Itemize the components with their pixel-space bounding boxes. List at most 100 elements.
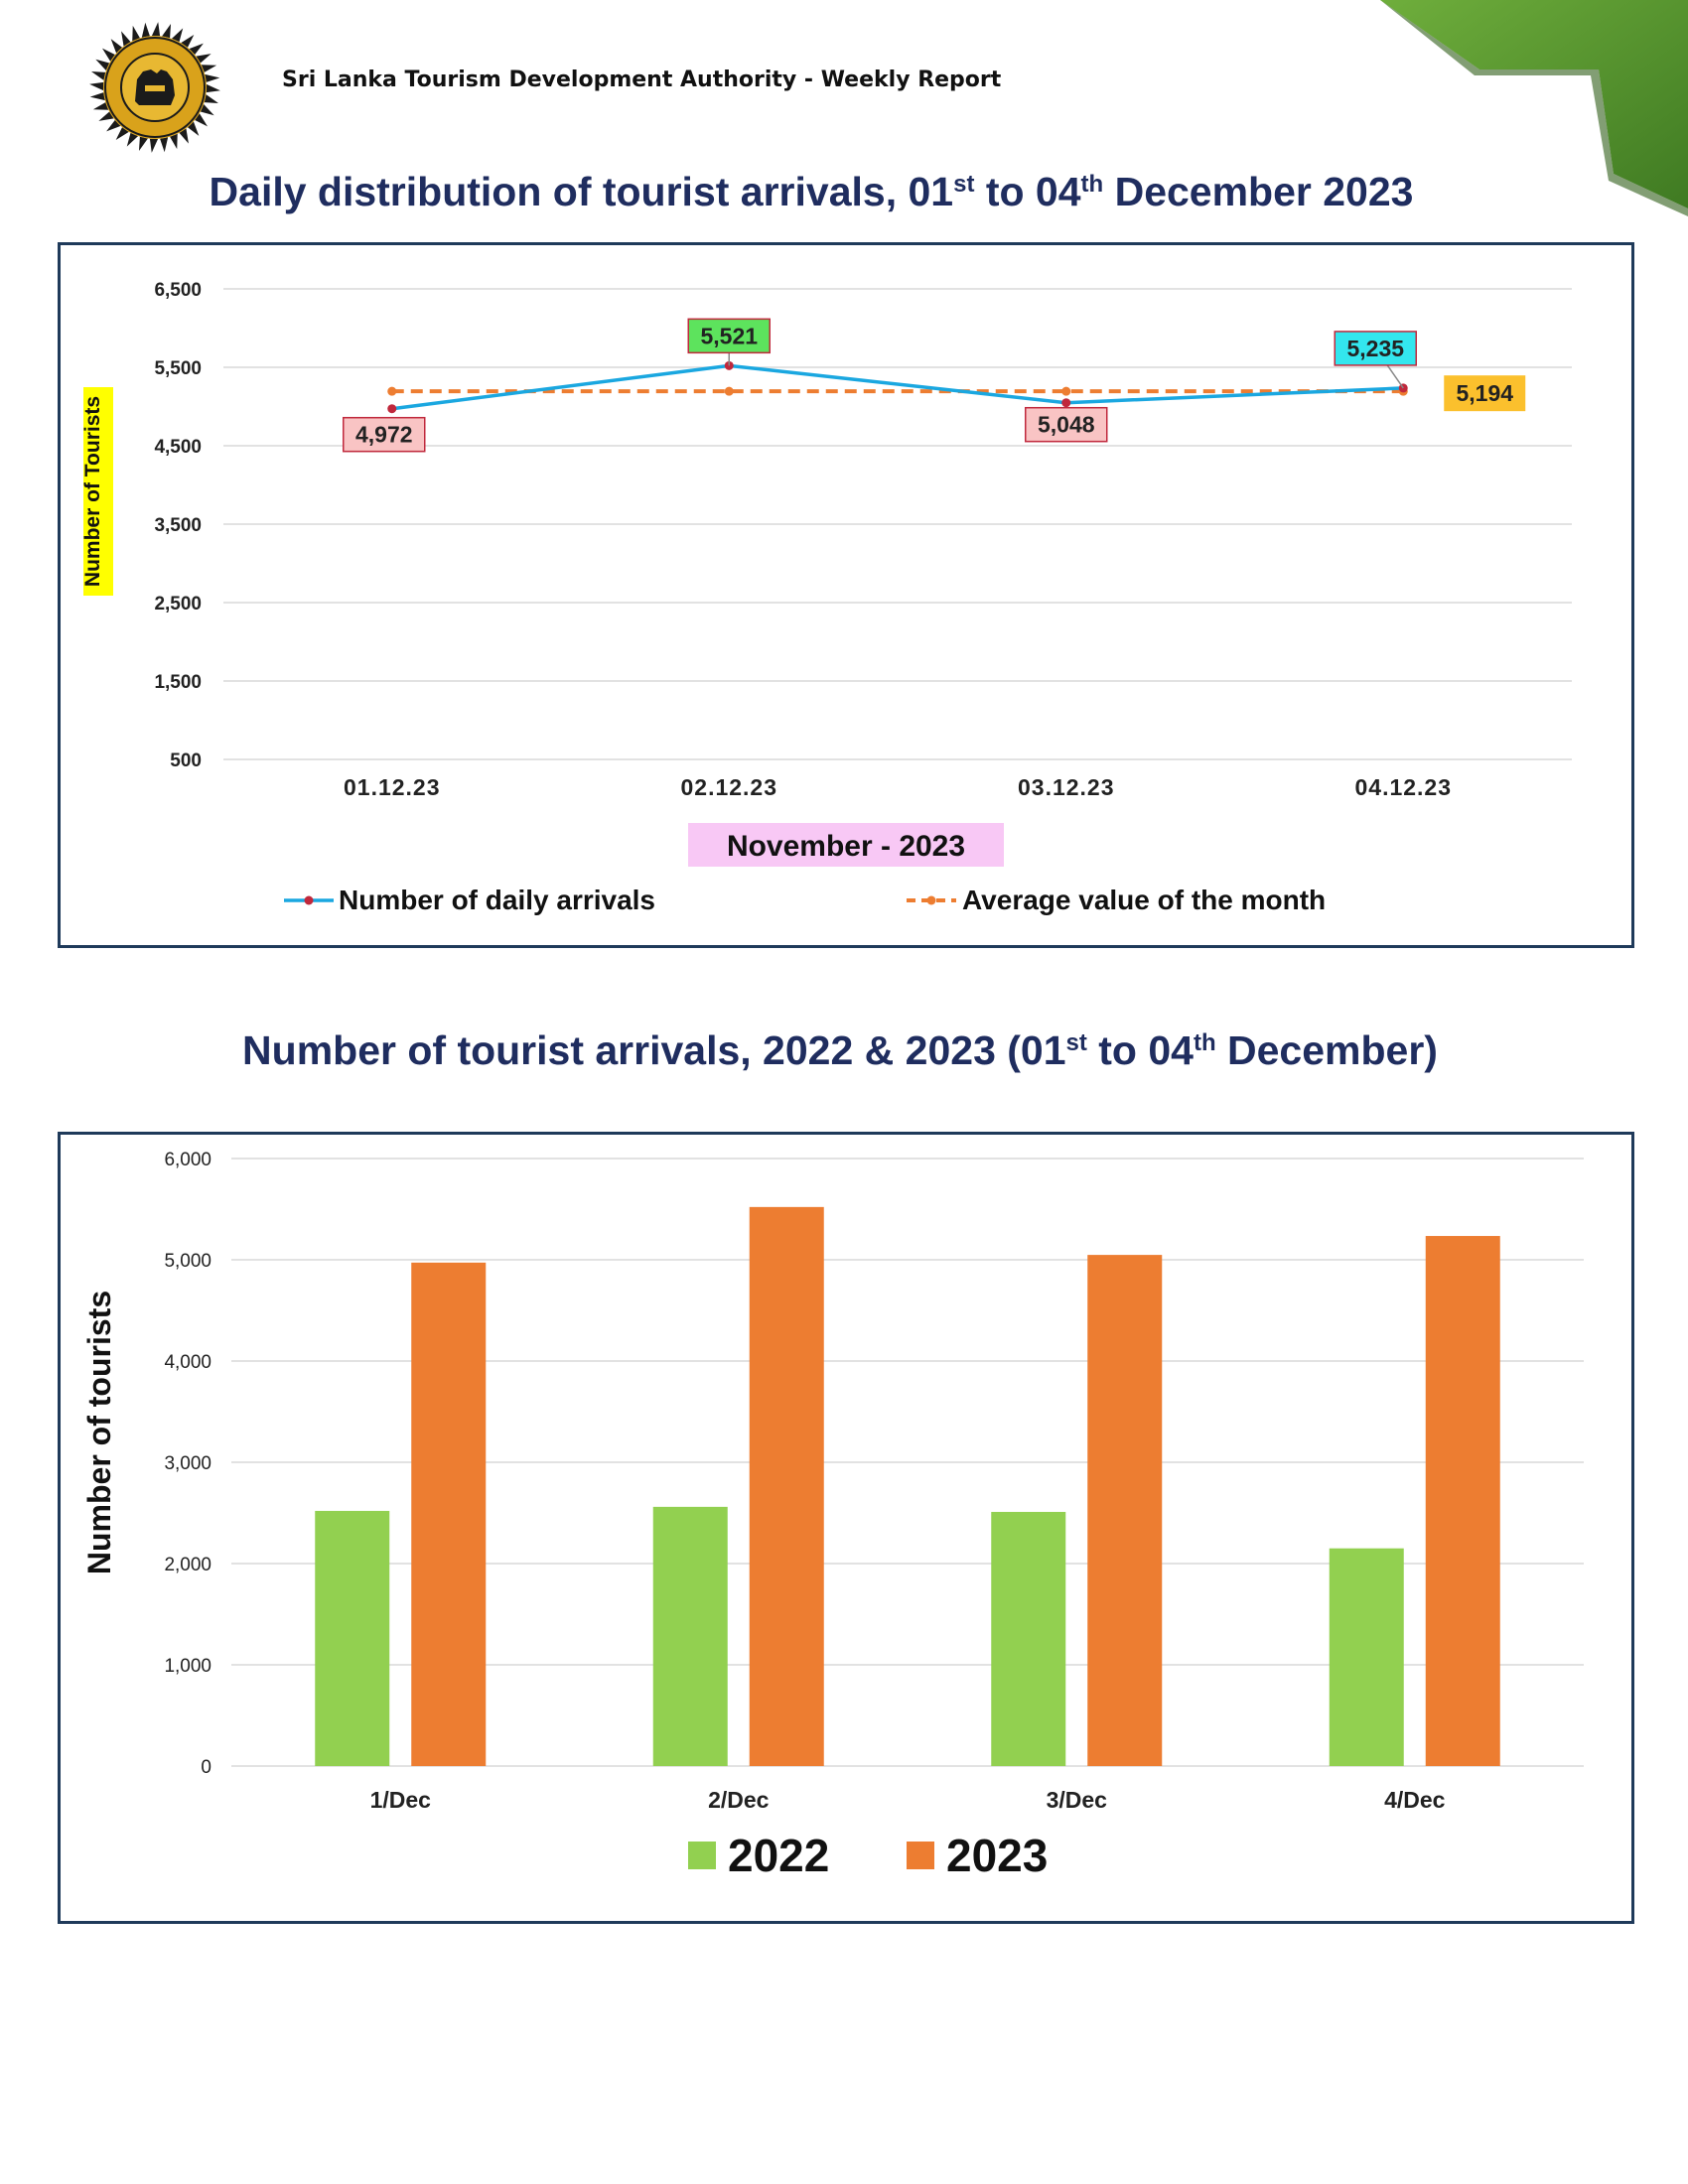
logo-ray (89, 92, 105, 101)
logo-ray (189, 43, 204, 56)
data-label: 5,521 (700, 323, 758, 348)
yearly-chart-title: Number of tourist arrivals, 2022 & 2023 … (0, 1027, 1684, 1074)
x-tick-label: 02.12.23 (680, 774, 777, 800)
x-tick-label: 01.12.23 (344, 774, 441, 800)
yearly-title-sup1: st (1065, 1029, 1087, 1056)
bar-2023 (1087, 1255, 1163, 1766)
data-label-box (687, 318, 771, 354)
daily-title-sup1: st (953, 171, 975, 198)
logo-ray (205, 73, 220, 82)
logo-ray (106, 119, 121, 132)
x-tick-label: 4/Dec (1384, 1787, 1446, 1813)
y-tick-label: 500 (170, 751, 202, 771)
green-page-corner-icon (1380, 0, 1688, 216)
legend-average-marker-icon (926, 895, 936, 905)
average-label-box (1444, 375, 1526, 412)
y-tick-label: 2,000 (164, 1555, 211, 1575)
legend-daily-marker-icon (304, 895, 314, 905)
data-label: 5,048 (1038, 412, 1095, 438)
logo-ray (195, 113, 209, 127)
logo-ray (90, 70, 106, 80)
bar-2022 (652, 1506, 728, 1766)
legend-2023-label: 2023 (946, 1830, 1048, 1881)
y-tick-label: 4,500 (154, 437, 202, 458)
daily-chart-title: Daily distribution of tourist arrivals, … (0, 169, 1655, 215)
x-tick-label: 03.12.23 (1018, 774, 1115, 800)
y-axis-label-highlight (83, 387, 113, 596)
y-tick-label: 6,500 (154, 280, 202, 301)
logo-ray (115, 127, 129, 141)
logo-ray (200, 103, 214, 116)
logo-ray (206, 83, 220, 93)
legend-daily-label: Number of daily arrivals (339, 885, 655, 915)
logo-ray (170, 133, 178, 150)
data-label-box (343, 416, 426, 453)
logo-ray (121, 31, 131, 47)
logo-ray (98, 111, 114, 121)
logo-ray (92, 102, 109, 110)
yearly-title-sup2: th (1193, 1029, 1216, 1056)
legend-2023-swatch (907, 1842, 934, 1869)
data-label-box (1334, 331, 1417, 366)
x-axis-label-highlight (688, 823, 1004, 867)
y-tick-label: 3,000 (164, 1453, 211, 1474)
bar-2022 (1329, 1548, 1404, 1766)
yearly-title-mid: to 04 (1086, 1027, 1194, 1073)
yearly-title-suffix: December) (1215, 1027, 1438, 1073)
logo-ray (95, 59, 110, 71)
logo-ray (204, 94, 219, 104)
bar-2022 (315, 1510, 390, 1766)
data-label: 5,235 (1346, 336, 1404, 361)
legend-average-label: Average value of the month (962, 885, 1326, 915)
logo-ray (171, 28, 184, 43)
y-axis-label: Number of Tourists (81, 396, 104, 587)
logo-ray (126, 132, 139, 147)
y-tick-label: 5,000 (164, 1251, 211, 1272)
logo-ray (151, 22, 161, 37)
average-point (387, 386, 397, 396)
y-tick-label: 5,500 (154, 358, 202, 379)
daily-title-suffix: December 2023 (1103, 169, 1414, 214)
y-tick-label: 0 (201, 1757, 211, 1778)
logo-ray (101, 48, 115, 62)
y-axis-label: Number of tourists (81, 1291, 117, 1574)
logo-ray (187, 121, 200, 136)
logo-ray (149, 138, 159, 153)
daily-arrivals-chart-frame: 500 1,500 2,500 3,500 4,500 5,500 6,500 01.12.… (58, 242, 1634, 948)
logo-ray (162, 23, 172, 39)
y-tick-label: 4,000 (164, 1352, 211, 1373)
legend-2022-swatch (688, 1842, 716, 1869)
y-tick-label: 3,500 (154, 515, 202, 536)
yearly-title-prefix: Number of tourist arrivals, 2022 & 2023 … (242, 1027, 1066, 1073)
x-tick-label: 3/Dec (1047, 1787, 1108, 1813)
org-title: Sri Lanka Tourism Development Authority … (282, 68, 1002, 92)
daily-arrivals-line-chart: 500 1,500 2,500 3,500 4,500 5,500 6,500 01.12.… (81, 280, 1572, 915)
lion-emblem-icon (89, 22, 220, 153)
bar-2023 (411, 1262, 487, 1766)
x-axis-label: November - 2023 (727, 830, 965, 863)
data-label: 4,972 (355, 422, 413, 448)
logo-ray (110, 39, 123, 54)
logo-ray (141, 22, 150, 38)
average-data-label: 5,194 (1456, 380, 1513, 406)
daily-arrivals-line (391, 363, 1404, 411)
bar-2022 (991, 1511, 1066, 1766)
y-tick-label: 1,500 (154, 672, 202, 693)
y-tick-label: 2,500 (154, 594, 202, 614)
logo-ray (196, 54, 211, 64)
x-tick-label: 04.12.23 (1354, 774, 1452, 800)
average-point (1061, 386, 1071, 396)
yearly-arrivals-bar-chart: 0 1,000 2,000 3,000 4,000 5,000 6,000 1/Dec 2/D… (81, 1150, 1584, 1881)
bar-2023 (1425, 1236, 1500, 1766)
label-leader (1386, 364, 1404, 389)
logo-ray (181, 34, 195, 48)
y-tick-label: 6,000 (164, 1150, 211, 1170)
daily-title-prefix: Daily distribution of tourist arrivals, … (209, 169, 954, 214)
logo-ray (179, 128, 189, 144)
average-point (724, 386, 734, 396)
logo-ray (138, 136, 148, 152)
legend-2022-label: 2022 (728, 1830, 829, 1881)
logo-ray (160, 137, 169, 153)
daily-arrivals-point (1061, 398, 1071, 408)
data-label-box (1025, 406, 1108, 443)
